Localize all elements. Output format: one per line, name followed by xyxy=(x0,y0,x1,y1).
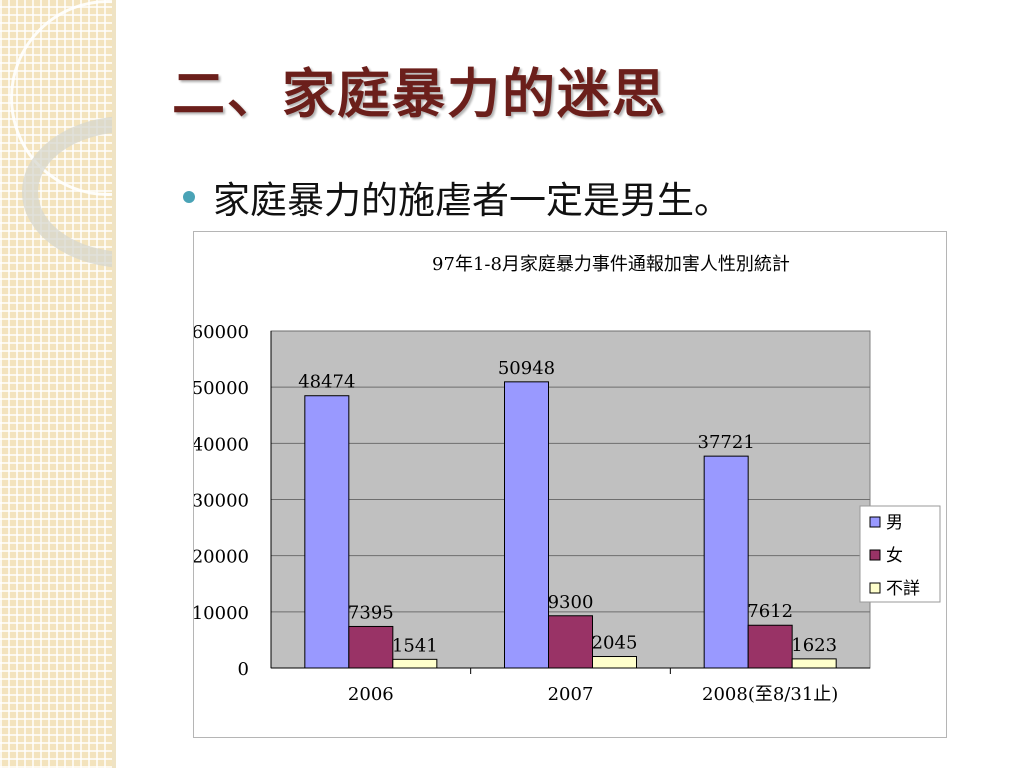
data-label: 2045 xyxy=(592,633,638,654)
chart-container: 97年1-8月家庭暴力事件通報加害人性別統計 0 10000 20000 30000 40… xyxy=(193,231,947,738)
bar-male xyxy=(504,381,549,669)
bar-unknown xyxy=(791,658,837,669)
legend-swatch xyxy=(869,582,881,594)
bar-chart: 97年1-8月家庭暴力事件通報加害人性別統計 0 10000 20000 30000 40… xyxy=(194,254,941,705)
bar-male xyxy=(703,455,749,669)
data-label: 7395 xyxy=(348,602,394,623)
data-label: 1623 xyxy=(791,635,837,656)
x-tick-label: 2008(至8/31止) xyxy=(702,684,838,705)
bar-male xyxy=(304,395,350,669)
y-tick-label: 0 xyxy=(238,659,249,680)
legend-label: 男 xyxy=(886,513,903,533)
data-label: 50948 xyxy=(498,358,555,379)
y-tick-label: 30000 xyxy=(194,491,249,512)
data-label: 37721 xyxy=(698,432,755,453)
bullet-dot-icon xyxy=(183,191,195,203)
x-tick-label: 2007 xyxy=(548,684,594,705)
bar-female xyxy=(548,615,593,669)
slide-title: 二、家庭暴力的迷思 xyxy=(172,64,667,125)
legend-label: 女 xyxy=(886,546,903,566)
x-tick-label: 2006 xyxy=(348,684,394,705)
decorative-sidebar xyxy=(0,0,116,768)
bar-unknown xyxy=(592,656,637,669)
data-label: 48474 xyxy=(298,372,355,393)
y-tick-label: 50000 xyxy=(194,378,249,399)
data-label: 1541 xyxy=(392,635,438,656)
legend-swatch xyxy=(869,549,881,561)
y-tick-label: 40000 xyxy=(194,434,249,455)
bar-female xyxy=(348,625,394,669)
bullet-text: 家庭暴力的施虐者一定是男生。 xyxy=(213,179,731,222)
y-tick-label: 60000 xyxy=(194,322,249,343)
chart-title: 97年1-8月家庭暴力事件通報加害人性別統計 xyxy=(432,254,790,275)
bullet-item: 家庭暴力的施虐者一定是男生。 xyxy=(183,170,731,224)
y-tick-label: 20000 xyxy=(194,547,249,568)
y-tick-label: 10000 xyxy=(194,603,249,624)
data-label: 9300 xyxy=(548,592,594,613)
legend-label: 不詳 xyxy=(886,579,920,599)
legend-swatch xyxy=(869,516,881,528)
data-label: 7612 xyxy=(747,601,793,622)
bar-female xyxy=(747,624,793,669)
bar-unknown xyxy=(392,658,438,669)
